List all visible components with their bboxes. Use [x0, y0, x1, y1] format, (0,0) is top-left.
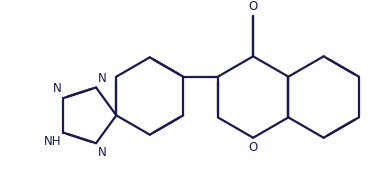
Text: NH: NH: [44, 135, 61, 148]
Text: N: N: [98, 146, 107, 159]
Text: N: N: [52, 82, 61, 95]
Text: O: O: [249, 141, 258, 153]
Text: N: N: [98, 72, 107, 85]
Text: O: O: [249, 0, 258, 13]
